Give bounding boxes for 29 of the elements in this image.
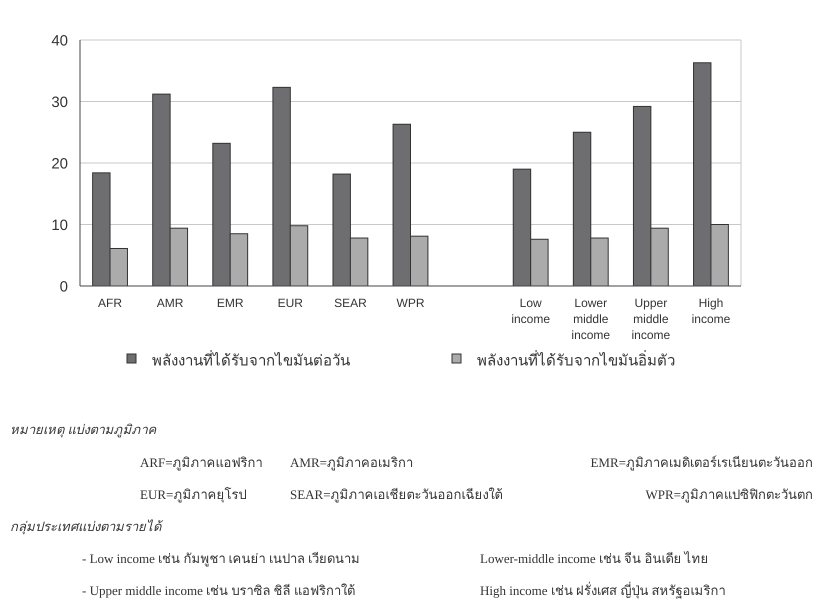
y-tick-label: 30 (51, 94, 68, 111)
x-tick-label: WPR (396, 296, 425, 310)
legend-label: พลังงานที่ได้รับจากไขมันต่อวัน (152, 349, 350, 370)
text: EUR=ภูมิภาคยุโรป (140, 487, 246, 503)
text: High income เช่น ฝรั่งเศส ญี่ปุ่น สหรัฐอเมริกา (480, 582, 726, 599)
x-tick-label: EUR (278, 296, 304, 310)
x-tick-label: SEAR (334, 296, 368, 310)
y-tick-label: 40 (51, 32, 68, 50)
x-tick-label: AFR (98, 296, 122, 310)
y-tick-label: 20 (51, 155, 68, 172)
legend-label: พลังงานที่ได้รับจากไขมันอิ่มตัว (477, 349, 675, 370)
text: AMR=ภูมิภาคอเมริกา (290, 455, 413, 471)
text: - Upper middle income เช่น บราซิล ชิลี แอฟริกาใต้ (82, 583, 355, 598)
x-tick-label: AMR (156, 296, 184, 310)
x-tick-label: Low income (511, 296, 550, 326)
text: หมายเหตุ แบ่งตามภูมิภาค (10, 422, 158, 438)
text: Lower-middle income เช่น จีน อินเดีย ไทย (480, 551, 709, 566)
text: WPR=ภูมิภาคแปซิฟิกตะวันตก (645, 487, 813, 503)
x-tick-label: Upper middle income (632, 296, 671, 342)
text: SEAR=ภูมิภาคเอเชียตะวันออกเฉียงใต้ (290, 487, 503, 503)
x-tick-label: Lower middle income (571, 296, 610, 342)
text: EMR=ภูมิภาคเมดิเตอร์เรเนียนตะวันออก (590, 455, 813, 471)
y-tick-label: 10 (51, 216, 68, 234)
y-tick-label: 0 (60, 278, 68, 296)
x-tick-label: High income (692, 296, 731, 326)
text: กลุ่มประเทศแบ่งตามรายได้ (10, 519, 164, 535)
x-tick-label: EMR (216, 296, 244, 310)
text: ARF=ภูมิภาคแอฟริกา (140, 455, 263, 471)
text: - Low income เช่น กัมพูชา เคนย่า เนปาล เวียดนาม (82, 551, 360, 567)
